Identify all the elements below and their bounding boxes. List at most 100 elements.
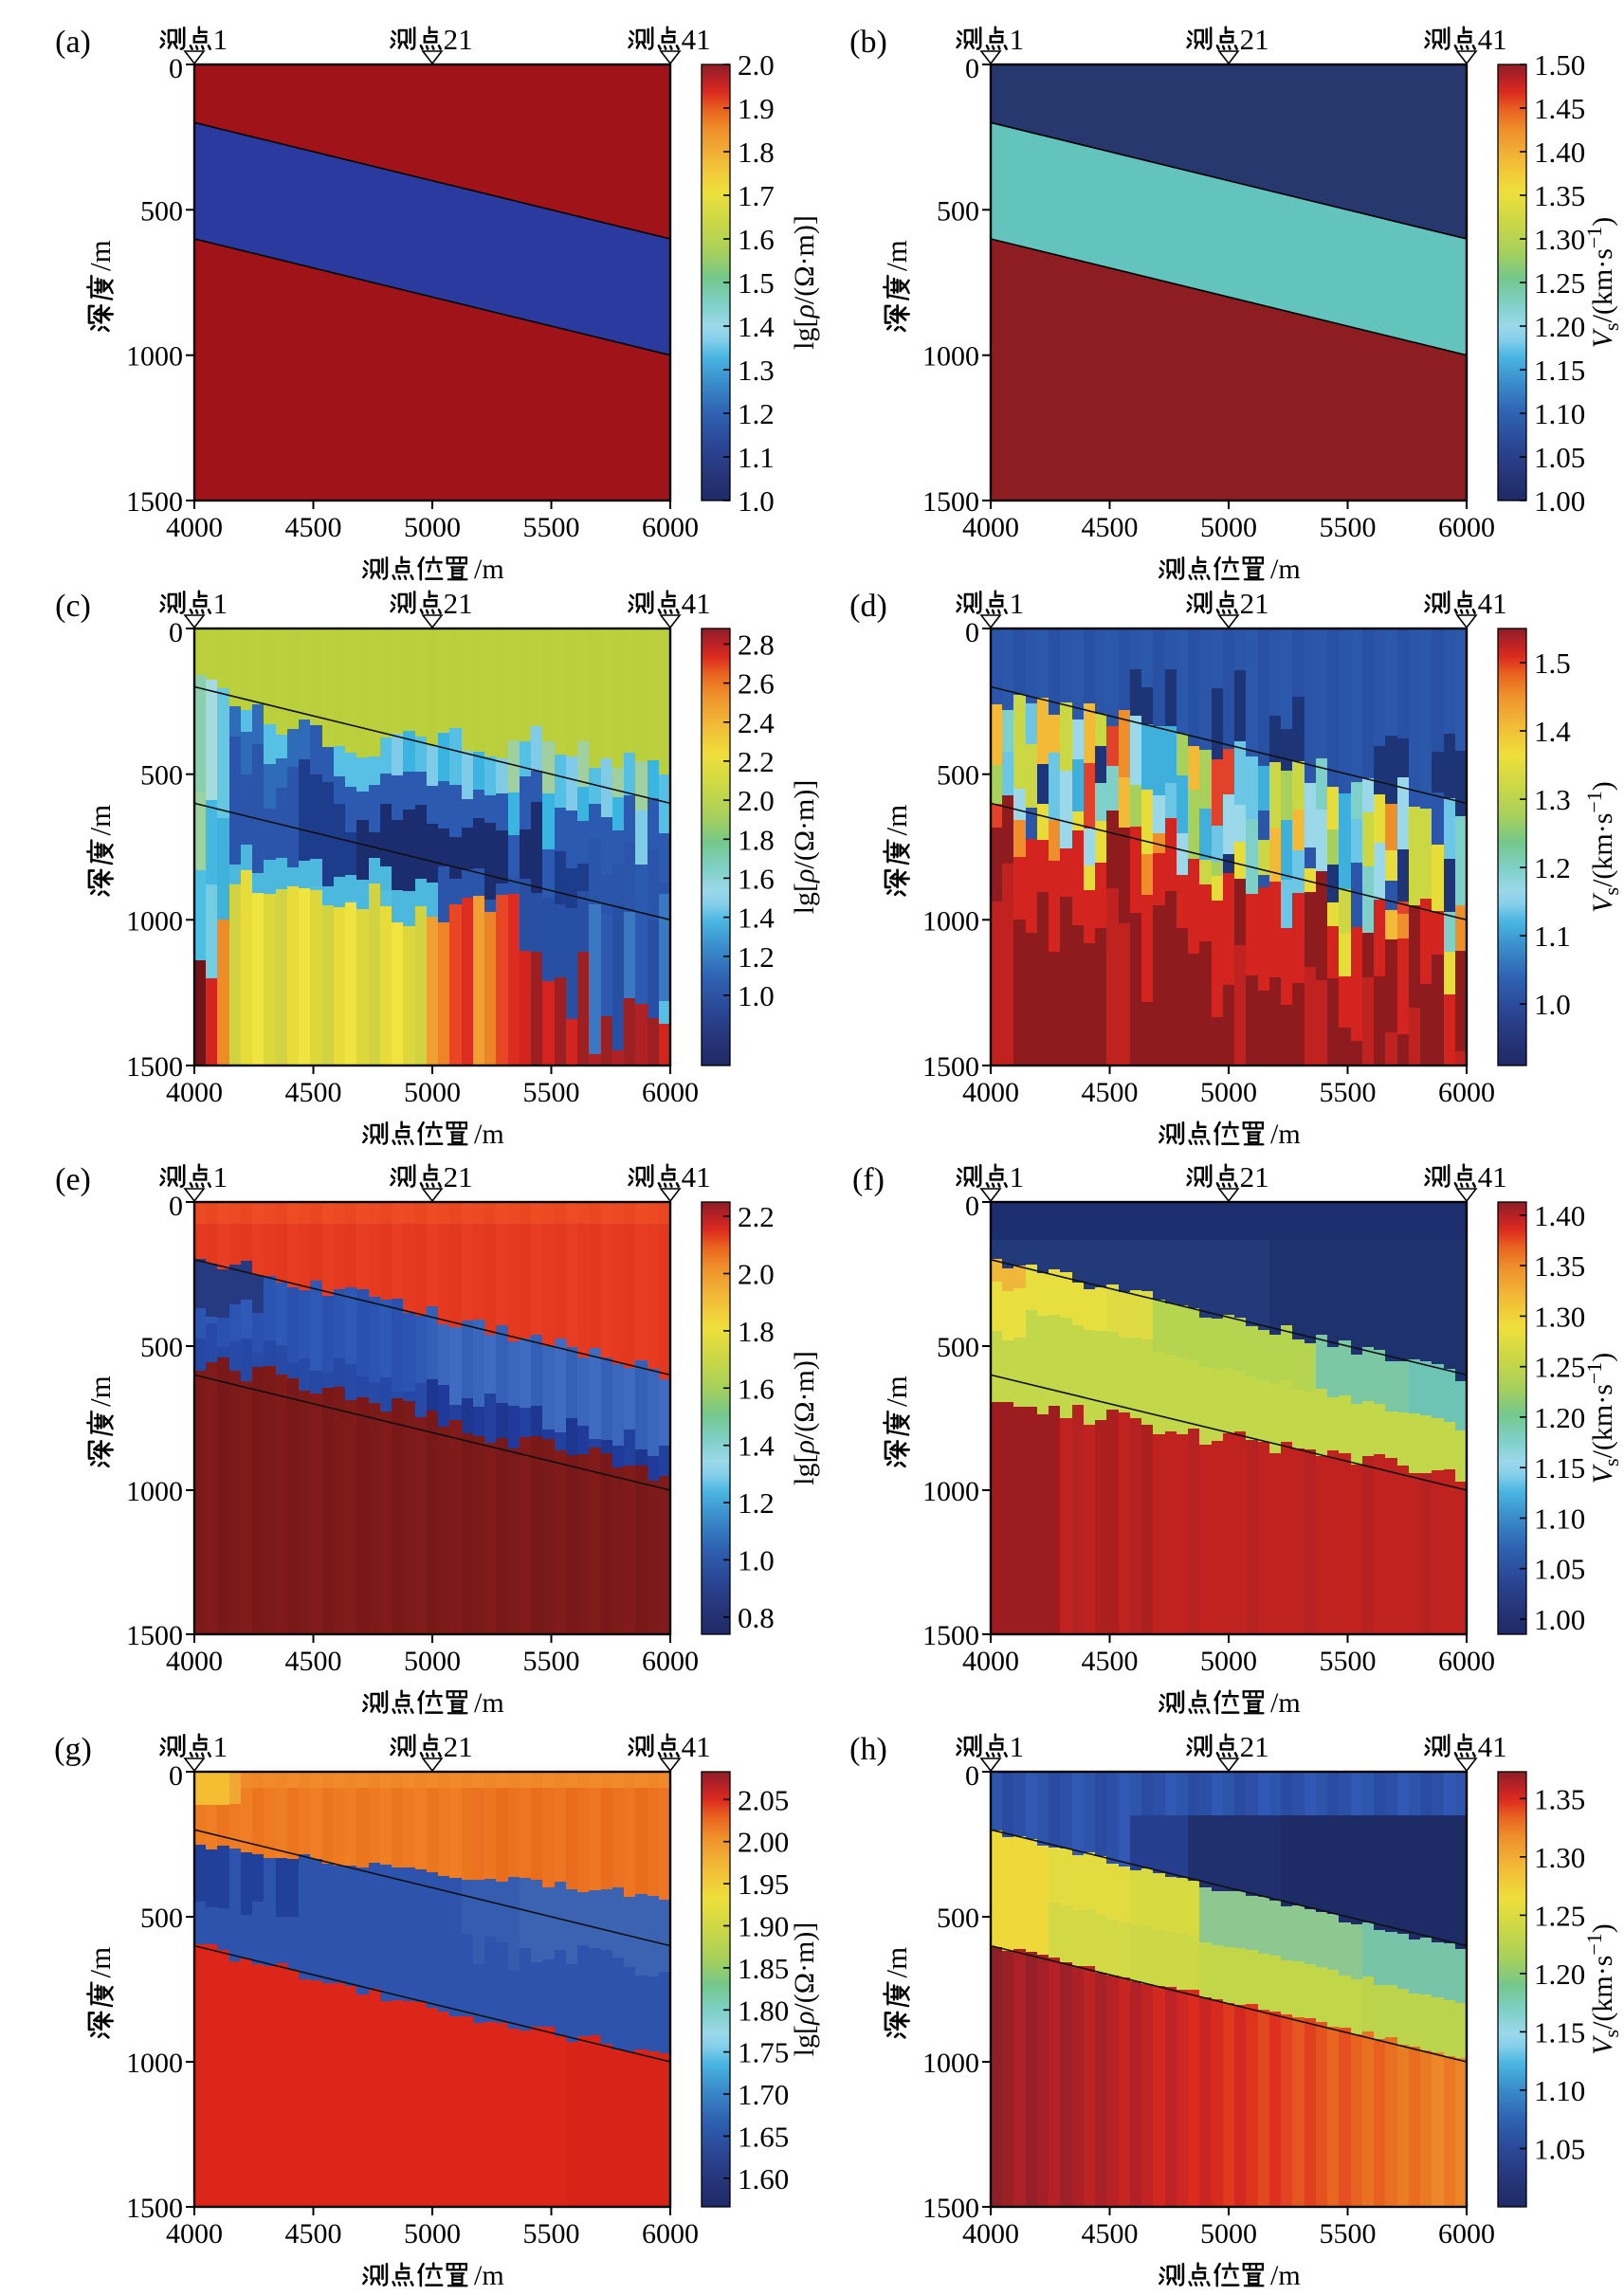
svg-text:/m: /m — [83, 1375, 117, 1407]
svg-text:/m: /m — [1270, 1687, 1301, 1719]
svg-text:0: 0 — [965, 1191, 979, 1222]
svg-text:41: 41 — [1478, 1730, 1507, 1763]
svg-text:0: 0 — [169, 53, 183, 84]
svg-text:0: 0 — [169, 617, 183, 648]
svg-text:21: 21 — [1240, 587, 1269, 620]
svg-text:1000: 1000 — [126, 905, 183, 937]
svg-text:6000: 6000 — [1438, 512, 1495, 543]
svg-text:4500: 4500 — [285, 1646, 342, 1677]
svg-text:1500: 1500 — [922, 1620, 979, 1651]
svg-text:5000: 5000 — [404, 512, 461, 543]
svg-text:1.2: 1.2 — [1534, 851, 1571, 884]
svg-text:0.8: 0.8 — [738, 1601, 775, 1634]
svg-text:/m: /m — [880, 1947, 913, 1978]
svg-text:1000: 1000 — [922, 1476, 979, 1507]
svg-text:1.7: 1.7 — [738, 179, 775, 212]
svg-text:4500: 4500 — [285, 1077, 342, 1108]
svg-text:(g): (g) — [54, 1732, 92, 1767]
svg-text:(d): (d) — [849, 589, 887, 624]
svg-text:1.25: 1.25 — [1534, 266, 1585, 300]
svg-text:Vs/(km·s−1): Vs/(km·s−1) — [1582, 217, 1623, 349]
svg-text:(a): (a) — [55, 25, 91, 60]
svg-text:1.40: 1.40 — [1534, 1199, 1585, 1232]
svg-text:1.6: 1.6 — [738, 223, 775, 256]
svg-text:1.2: 1.2 — [738, 397, 775, 430]
svg-text:1.95: 1.95 — [738, 1867, 789, 1901]
svg-text:/m: /m — [1270, 1119, 1301, 1150]
svg-text:41: 41 — [682, 1730, 711, 1763]
svg-text:4000: 4000 — [962, 2218, 1019, 2249]
svg-text:5000: 5000 — [404, 1077, 461, 1108]
svg-text:2.2: 2.2 — [738, 1200, 775, 1233]
svg-text:1.0: 1.0 — [738, 979, 775, 1012]
svg-text:1.5: 1.5 — [1534, 647, 1571, 680]
svg-text:5500: 5500 — [523, 2218, 580, 2249]
svg-text:41: 41 — [1478, 587, 1507, 620]
svg-text:1500: 1500 — [126, 1620, 183, 1651]
svg-text:21: 21 — [444, 23, 473, 56]
svg-text:1: 1 — [1010, 1730, 1025, 1763]
svg-text:1: 1 — [213, 587, 228, 620]
svg-text:4000: 4000 — [166, 512, 223, 543]
svg-text:4000: 4000 — [962, 1077, 1019, 1108]
svg-text:0: 0 — [965, 1760, 979, 1792]
svg-text:lg[ρ/(Ω·m)]: lg[ρ/(Ω·m)] — [789, 780, 820, 915]
svg-text:1500: 1500 — [922, 486, 979, 518]
svg-text:1.6: 1.6 — [738, 1372, 775, 1405]
svg-text:1: 1 — [1010, 1160, 1025, 1193]
svg-text:2.0: 2.0 — [738, 1258, 775, 1291]
svg-text:41: 41 — [682, 1160, 711, 1193]
svg-text:1.30: 1.30 — [1534, 223, 1585, 256]
svg-text:1.9: 1.9 — [738, 92, 775, 125]
svg-text:1500: 1500 — [126, 486, 183, 518]
svg-text:1500: 1500 — [922, 2193, 979, 2224]
svg-text:5000: 5000 — [404, 2218, 461, 2249]
svg-text:1500: 1500 — [126, 2193, 183, 2224]
svg-text:2.0: 2.0 — [738, 48, 775, 82]
svg-text:500: 500 — [140, 1903, 183, 1934]
svg-text:1.00: 1.00 — [1534, 484, 1585, 518]
svg-text:21: 21 — [444, 587, 473, 620]
svg-text:lg[ρ/(Ω·m)]: lg[ρ/(Ω·m)] — [789, 215, 820, 350]
svg-text:/m: /m — [474, 1119, 504, 1150]
svg-text:/m: /m — [474, 2260, 504, 2291]
svg-text:1.30: 1.30 — [1534, 1300, 1585, 1333]
svg-text:/m: /m — [83, 1947, 117, 1978]
svg-text:5500: 5500 — [523, 1646, 580, 1677]
svg-text:Vs/(km·s−1): Vs/(km·s−1) — [1582, 1353, 1623, 1484]
svg-text:5500: 5500 — [1320, 1646, 1377, 1677]
svg-text:6000: 6000 — [642, 1646, 699, 1677]
svg-text:1: 1 — [1010, 23, 1025, 56]
svg-text:1.65: 1.65 — [738, 2120, 789, 2153]
svg-text:21: 21 — [444, 1160, 473, 1193]
svg-text:41: 41 — [1478, 1160, 1507, 1193]
svg-text:1.15: 1.15 — [1534, 1451, 1585, 1484]
svg-text:lg[ρ/(Ω·m)]: lg[ρ/(Ω·m)] — [789, 1351, 820, 1485]
svg-text:1000: 1000 — [922, 341, 979, 373]
svg-text:1.90: 1.90 — [738, 1910, 789, 1943]
svg-text:/m: /m — [83, 240, 117, 271]
svg-text:6000: 6000 — [642, 2218, 699, 2249]
svg-text:2.4: 2.4 — [738, 706, 775, 739]
svg-text:1: 1 — [213, 1160, 228, 1193]
svg-text:1500: 1500 — [126, 1051, 183, 1083]
svg-text:1.00: 1.00 — [1534, 1603, 1585, 1636]
svg-text:Vs/(km·s−1): Vs/(km·s−1) — [1582, 1923, 1623, 2055]
svg-text:0: 0 — [965, 617, 979, 648]
svg-text:6000: 6000 — [642, 512, 699, 543]
svg-text:4500: 4500 — [285, 512, 342, 543]
svg-text:5500: 5500 — [523, 1077, 580, 1108]
svg-text:/m: /m — [880, 240, 913, 271]
svg-text:(b): (b) — [849, 25, 887, 60]
svg-text:0: 0 — [965, 53, 979, 84]
svg-text:/m: /m — [880, 805, 913, 836]
svg-text:5000: 5000 — [404, 1646, 461, 1677]
svg-text:5500: 5500 — [1320, 2218, 1377, 2249]
svg-text:lg[ρ/(Ω·m)]: lg[ρ/(Ω·m)] — [789, 1922, 820, 2057]
svg-text:4500: 4500 — [1082, 1646, 1139, 1677]
svg-text:1.0: 1.0 — [738, 1544, 775, 1577]
svg-text:Vs/(km·s−1): Vs/(km·s−1) — [1582, 781, 1623, 913]
svg-text:1.8: 1.8 — [738, 823, 775, 856]
svg-text:1.45: 1.45 — [1534, 92, 1585, 125]
svg-text:/m: /m — [1270, 2260, 1301, 2291]
